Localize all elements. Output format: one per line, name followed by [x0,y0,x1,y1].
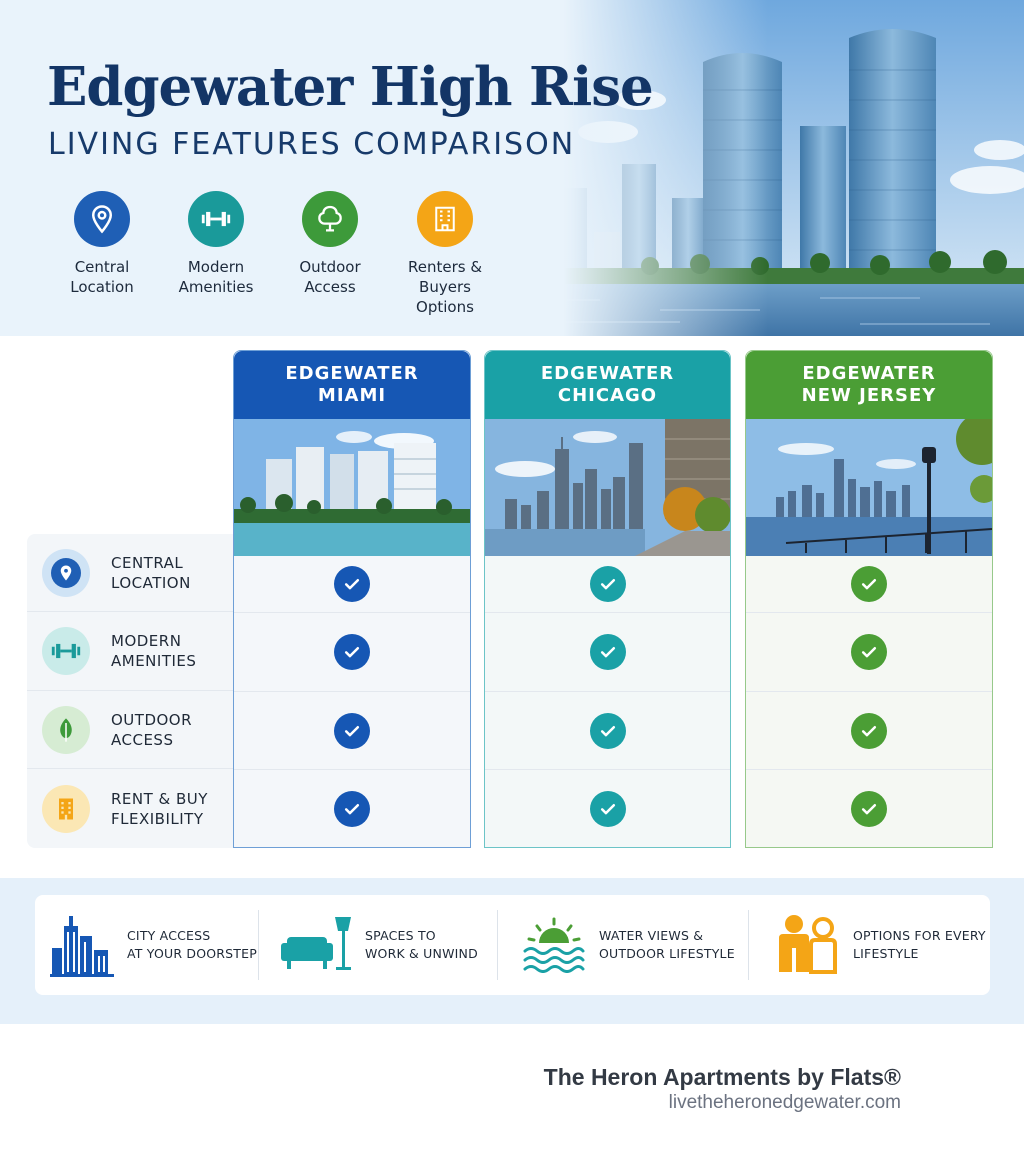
benefits-strip: CITY ACCESS AT YOUR DOORSTEP SPACES TO WOR… [0,878,1024,1024]
column-header-line: MIAMI [317,385,387,406]
location-pin-icon [74,191,130,247]
check-cell [234,612,470,691]
row-label-modern-amenities: MODERN AMENITIES [27,611,233,690]
check-icon [589,634,626,670]
benefit-label: LIFESTYLE [853,946,919,961]
check-icon [334,634,370,670]
sofa-lamp-icon [279,910,359,980]
location-pin-icon [42,548,90,597]
check-icon [334,791,370,827]
check-cell [234,691,470,769]
benefit-work-unwind: SPACES TO WORK & UNWIND [279,895,478,995]
column-header-line: EDGEWATER [802,363,936,384]
miami-skyline-image [234,419,470,556]
brand-name: The Heron Apartments by Flats® [543,1064,901,1090]
city-buildings-icon [47,910,117,980]
row-label-central-location: CENTRAL LOCATION [27,534,233,611]
check-cell [746,612,992,691]
benefit-label: SPACES TO [365,928,436,943]
page-title: Edgewater High Rise [47,56,654,118]
column-header-miami: EDGEWATER MIAMI [234,351,470,419]
sun-water-icon [519,910,589,980]
row-label-line: RENT & BUY [111,789,208,808]
building-icon [42,784,90,833]
benefit-label: AT YOUR DOORSTEP [127,946,257,961]
benefit-label: OPTIONS FOR EVERY [853,928,986,943]
row-label-line: MODERN [111,632,182,650]
divider [748,910,749,980]
check-icon [589,712,626,749]
check-icon [851,791,887,827]
check-cell [746,769,992,848]
chicago-skyline-image [485,419,730,556]
column-header-new-jersey: EDGEWATER NEW JERSEY [746,351,992,419]
tree-icon [302,191,358,247]
feature-label: Outdoor Access [299,258,361,296]
benefit-options: OPTIONS FOR EVERY LIFESTYLE [773,895,986,995]
hero-banner: Edgewater High Rise LIVING FEATURES COMP… [0,0,1024,336]
divider [497,910,498,980]
row-label-line: OUTDOOR [111,710,193,729]
column-new-jersey: EDGEWATER NEW JERSEY [745,350,993,848]
check-icon [851,712,887,749]
benefit-label: OUTDOOR LIFESTYLE [599,946,735,961]
row-label-line: FLEXIBILITY [111,809,204,828]
row-label-line: CENTRAL [111,553,184,572]
feature-outdoor-access: Outdoor Access [275,191,385,297]
check-icon [334,566,370,602]
check-cell [485,769,730,848]
check-cell [746,691,992,769]
benefit-label: WORK & UNWIND [365,946,478,961]
check-icon [851,566,887,602]
column-header-line: EDGEWATER [540,363,675,384]
waterfront-skyline-image [0,0,1024,336]
row-label-line: LOCATION [111,573,191,592]
benefit-water-views: WATER VIEWS & OUTDOOR LIFESTYLE [519,895,735,995]
brand-block: The Heron Apartments by Flats® livethehe… [544,1064,901,1114]
check-cell [234,556,470,612]
feature-renters-buyers: Renters & Buyers Options [390,191,500,317]
check-cell [746,556,992,612]
building-icon [417,191,473,247]
benefit-label: CITY ACCESS [127,928,211,943]
row-label-outdoor-access: OUTDOOR ACCESS [27,690,233,768]
dumbbell-icon [188,191,244,247]
feature-central-location: Central Location [47,191,157,297]
brand-url[interactable]: livetheheronedgewater.com [668,1092,901,1113]
row-label-line: AMENITIES [111,652,197,670]
column-header-chicago: EDGEWATER CHICAGO [485,351,730,419]
column-header-line: NEW JERSEY [801,385,937,406]
row-label-rent-buy: RENT & BUY FLEXIBILITY [27,768,233,848]
column-header-line: CHICAGO [557,385,658,406]
check-icon [589,566,626,602]
new-jersey-skyline-image [746,419,992,556]
check-cell [485,612,730,691]
column-chicago: EDGEWATER CHICAGO [484,350,731,848]
check-icon [589,791,626,827]
check-cell [485,556,730,612]
check-icon [334,712,370,749]
check-cell [234,769,470,848]
check-icon [851,634,887,670]
feature-label: Renters & Buyers Options [407,258,483,316]
benefits-card: CITY ACCESS AT YOUR DOORSTEP SPACES TO WOR… [35,895,990,995]
feature-label: Modern Amenities [178,258,254,296]
column-miami: EDGEWATER MIAMI [233,350,471,848]
row-label-line: ACCESS [111,730,174,749]
column-header-line: EDGEWATER [285,363,419,384]
row-labels: CENTRAL LOCATION MODERN AMENITIES OUTDOOR A… [27,534,233,848]
divider [258,910,259,980]
leaf-icon [42,705,90,754]
feature-label: Central Location [70,258,134,296]
feature-modern-amenities: Modern Amenities [161,191,271,297]
benefit-city-access: CITY ACCESS AT YOUR DOORSTEP [47,895,257,995]
people-icon [773,910,843,980]
dumbbell-icon [42,627,90,675]
check-cell [485,691,730,769]
page-subtitle: LIVING FEATURES COMPARISON [48,127,576,162]
benefit-label: WATER VIEWS & [599,928,704,943]
